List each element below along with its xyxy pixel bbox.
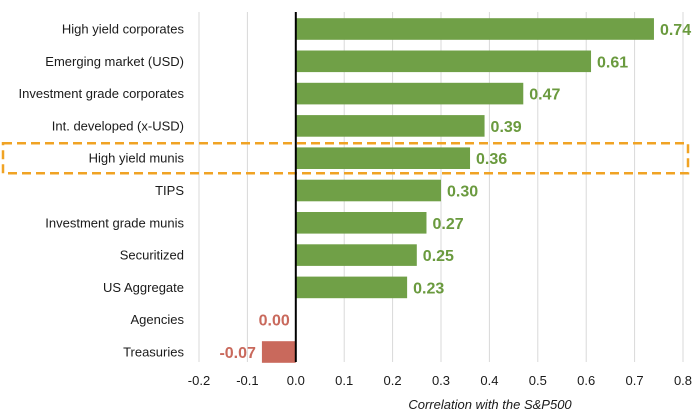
category-label: US Aggregate: [103, 280, 184, 295]
value-label: 0.27: [432, 216, 463, 233]
category-label: Emerging market (USD): [45, 54, 184, 69]
highlight-box: [1, 141, 690, 175]
x-tick-labels: -0.2 -0.1 0.0 0.1 0.2 0.3 0.4 0.5 0.6 0.7 0.8: [188, 373, 692, 388]
bar: [295, 82, 524, 105]
x-tick-label: 0.6: [577, 373, 595, 388]
category-label: High yield corporates: [62, 22, 185, 37]
x-tick-label: 0.7: [626, 373, 644, 388]
value-label: 0.74: [660, 22, 691, 39]
bar: [295, 18, 654, 40]
highlight-box-layer: [1, 141, 690, 175]
bar: [295, 276, 408, 299]
category-label: High yield munis: [89, 151, 185, 166]
x-tick-label: 0.1: [335, 373, 353, 388]
bar: [295, 115, 485, 137]
category-labels: High yield corporates Emerging market (US…: [19, 22, 185, 360]
category-label: TIPS: [155, 183, 184, 198]
value-label: 0.61: [597, 54, 628, 71]
category-label: Agencies: [131, 312, 185, 327]
value-label: 0.36: [476, 151, 507, 168]
x-tick-label: 0.3: [432, 373, 450, 388]
bar: [261, 341, 296, 363]
bar: [295, 147, 471, 169]
value-label: -0.07: [219, 345, 256, 362]
bars: [261, 18, 654, 363]
x-tick-label: -0.2: [188, 373, 210, 388]
value-label: 0.25: [423, 248, 454, 265]
x-tick-label: 0.8: [674, 373, 692, 388]
bar: [295, 179, 441, 202]
value-label: 0.23: [413, 280, 444, 297]
category-label: Securitized: [120, 248, 184, 263]
x-tick-label: 0.4: [480, 373, 498, 388]
value-label: 0.47: [529, 87, 560, 104]
value-label: 0.30: [447, 184, 478, 201]
x-axis-title: Correlation with the S&P500: [408, 397, 572, 412]
x-tick-label: 0.5: [529, 373, 547, 388]
bar: [295, 212, 427, 234]
x-tick-label: 0.0: [287, 373, 305, 388]
bar: [295, 244, 417, 266]
value-label: 0.00: [259, 313, 290, 330]
value-label: 0.39: [491, 119, 522, 136]
x-tick-label: 0.2: [384, 373, 402, 388]
category-label: Investment grade munis: [45, 215, 184, 230]
category-label: Investment grade corporates: [19, 86, 185, 101]
value-labels: 0.74 0.61 0.47 0.39 0.36 0.30 0.27 0.25 0.23 0.00…: [219, 22, 691, 362]
x-tick-label: -0.1: [236, 373, 258, 388]
bar: [295, 50, 592, 73]
category-label: Int. developed (x-USD): [52, 118, 184, 133]
category-label: Treasuries: [123, 345, 184, 360]
